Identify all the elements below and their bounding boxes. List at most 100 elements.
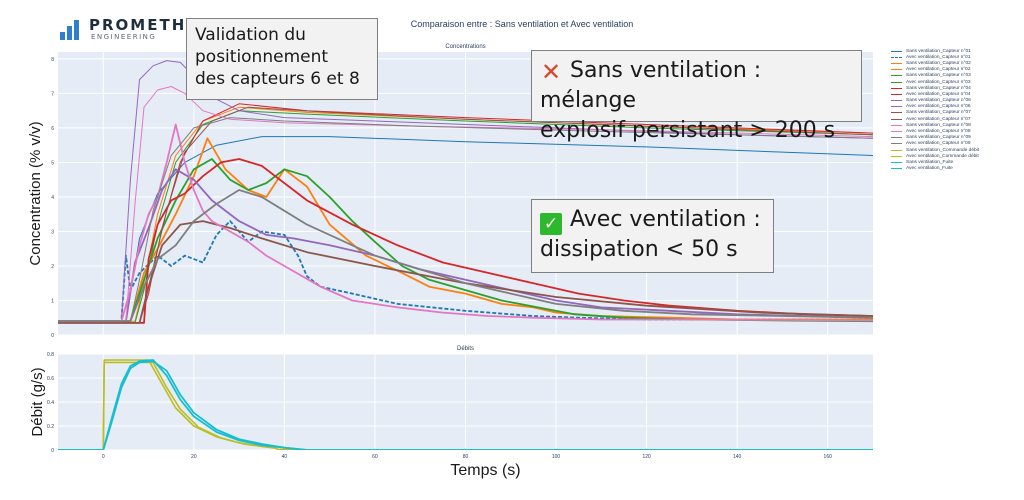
concentrations-ytick-label: 6: [51, 126, 54, 132]
legend-swatch: [891, 149, 902, 151]
legend-swatch: [891, 93, 902, 95]
debits-subplot-title: Débits: [457, 346, 474, 352]
concentrations-series-line-5: [58, 158, 873, 323]
sans-line-2: explosif persistant > 200 s: [540, 118, 836, 143]
concentrations-ytick-label: 5: [51, 160, 54, 166]
legend-item[interactable]: Avec ventilation_Capteur n°09: [891, 141, 1021, 147]
legend-label: Sans ventilation_Capteur n°03: [906, 73, 971, 79]
debits-xtick-label: 80: [463, 454, 469, 460]
logo-mark-icon: [60, 19, 84, 40]
legend-swatch: [891, 131, 902, 133]
debits-panel: 0 0.2 0.4 0.6 0.8 0 20 40 60 80 100 120 140 160 Débits…: [29, 346, 873, 479]
legend-swatch: [891, 87, 902, 89]
legend-label: Avec ventilation_Fuite: [906, 166, 953, 172]
legend-item[interactable]: Sans ventilation_Fuite: [891, 159, 1021, 165]
concentrations-ytick-label: 4: [51, 195, 54, 201]
legend-item[interactable]: Sans ventilation_Commande débit: [891, 147, 1021, 153]
logo-name: PROMETHYS: [89, 16, 212, 34]
legend-item[interactable]: Avec ventilation_Capteur n°07: [891, 116, 1021, 122]
sans-ventilation-callout: ✕ Sans ventilation : mélange explosif per…: [531, 50, 862, 143]
concentrations-subplot-title: Concentrations: [445, 44, 485, 50]
legend-label: Sans ventilation_Capteur n°01: [906, 48, 971, 54]
concentrations-ytick-label: 3: [51, 229, 54, 235]
legend: Sans ventilation_Capteur n°01 Avec ventil…: [891, 48, 1021, 172]
legend-label: Avec ventilation_Capteur n°04: [906, 91, 971, 97]
legend-swatch: [891, 69, 902, 71]
logo-subtitle: ENGINEERING: [91, 33, 157, 41]
sans-line-1: Sans ventilation : mélange: [540, 58, 762, 113]
legend-item[interactable]: Avec ventilation_Capteur n°06: [891, 104, 1021, 110]
debits-ytick-label: 0.4: [47, 400, 54, 406]
legend-swatch: [891, 81, 902, 83]
legend-label: Sans ventilation_Capteur n°09: [906, 135, 971, 141]
legend-label: Avec ventilation_Capteur n°06: [906, 104, 971, 110]
validation-line-3: des capteurs 6 et 8: [195, 69, 360, 89]
legend-label: Avec ventilation_Capteur n°07: [906, 116, 971, 122]
debits-series-group: [58, 359, 873, 450]
check-mark-icon: ✓: [540, 213, 562, 235]
debits-xtick-label: 160: [824, 454, 833, 460]
validation-line-2: positionnement: [195, 47, 329, 67]
legend-swatch: [891, 137, 902, 139]
legend-item[interactable]: Avec ventilation_Capteur n°04: [891, 91, 1021, 97]
legend-label: Sans ventilation_Capteur n°06: [906, 98, 971, 104]
legend-swatch: [891, 161, 902, 163]
debits-ytick-label: 0: [51, 448, 54, 454]
concentrations-y-axis-label: Concentration (% v/v): [27, 121, 44, 265]
legend-label: Avec ventilation_Commande débit: [906, 153, 979, 159]
legend-label: Sans ventilation_Capteur n°08: [906, 122, 971, 128]
cross-mark-icon: ✕: [540, 58, 562, 86]
legend-label: Sans ventilation_Capteur n°04: [906, 85, 971, 91]
legend-item[interactable]: Sans ventilation_Capteur n°02: [891, 60, 1021, 66]
legend-item[interactable]: Sans ventilation_Capteur n°01: [891, 48, 1021, 54]
legend-label: Sans ventilation_Capteur n°07: [906, 110, 971, 116]
legend-item[interactable]: Sans ventilation_Capteur n°07: [891, 110, 1021, 116]
legend-swatch: [891, 118, 902, 120]
concentrations-series-line-1: [58, 220, 873, 323]
debits-y-axis-label: Débit (g/s): [29, 367, 46, 436]
concentrations-series-line-15: [58, 189, 873, 323]
legend-swatch: [891, 56, 902, 58]
concentrations-series-line-14: [58, 117, 873, 322]
legend-label: Avec ventilation_Capteur n°08: [906, 129, 971, 135]
concentrations-ytick-label: 8: [51, 57, 54, 63]
concentrations-ytick-label: 1: [51, 298, 54, 304]
debits-xtick-label: 0: [102, 454, 105, 460]
concentrations-series-line-9: [58, 168, 873, 323]
legend-label: Avec ventilation_Capteur n°09: [906, 141, 971, 147]
legend-label: Avec ventilation_Capteur n°02: [906, 67, 971, 73]
legend-swatch: [891, 155, 902, 157]
legend-swatch: [891, 50, 902, 52]
legend-label: Sans ventilation_Capteur n°02: [906, 60, 971, 66]
concentrations-series-line-7: [58, 158, 873, 324]
legend-label: Sans ventilation_Commande débit: [906, 147, 980, 153]
debits-ytick-label: 0.2: [47, 424, 54, 430]
legend-item[interactable]: Avec ventilation_Fuite: [891, 166, 1021, 172]
legend-label: Avec ventilation_Capteur n°03: [906, 79, 971, 85]
avec-line-2: dissipation < 50 s: [540, 237, 738, 262]
avec-ventilation-callout: ✓ Avec ventilation : dissipation < 50 s: [531, 199, 774, 273]
legend-item[interactable]: Sans ventilation_Capteur n°04: [891, 85, 1021, 91]
legend-item[interactable]: Sans ventilation_Capteur n°03: [891, 73, 1021, 79]
legend-item[interactable]: Avec ventilation_Commande débit: [891, 153, 1021, 159]
debits-series-line-1: [58, 361, 873, 450]
legend-item[interactable]: Sans ventilation_Capteur n°06: [891, 98, 1021, 104]
legend-item[interactable]: Avec ventilation_Capteur n°03: [891, 79, 1021, 85]
concentrations-ytick-label: 2: [51, 264, 54, 270]
legend-item[interactable]: Avec ventilation_Capteur n°02: [891, 67, 1021, 73]
debits-x-axis-label: Temps (s): [450, 462, 520, 479]
debits-xtick-label: 20: [191, 454, 197, 460]
legend-item[interactable]: Sans ventilation_Capteur n°08: [891, 122, 1021, 128]
legend-label: Sans ventilation_Fuite: [906, 159, 954, 165]
avec-line-1: Avec ventilation :: [570, 207, 761, 232]
debits-xtick-label: 100: [552, 454, 561, 460]
legend-item[interactable]: Avec ventilation_Capteur n°01: [891, 54, 1021, 60]
legend-item[interactable]: Avec ventilation_Capteur n°08: [891, 128, 1021, 134]
concentrations-ytick-label: 0: [51, 333, 54, 339]
figure-title: Comparaison entre : Sans ventilation et …: [411, 19, 633, 29]
legend-label: Avec ventilation_Capteur n°01: [906, 54, 971, 60]
legend-swatch: [891, 168, 902, 170]
legend-item[interactable]: Sans ventilation_Capteur n°09: [891, 135, 1021, 141]
debits-xtick-label: 40: [282, 454, 288, 460]
